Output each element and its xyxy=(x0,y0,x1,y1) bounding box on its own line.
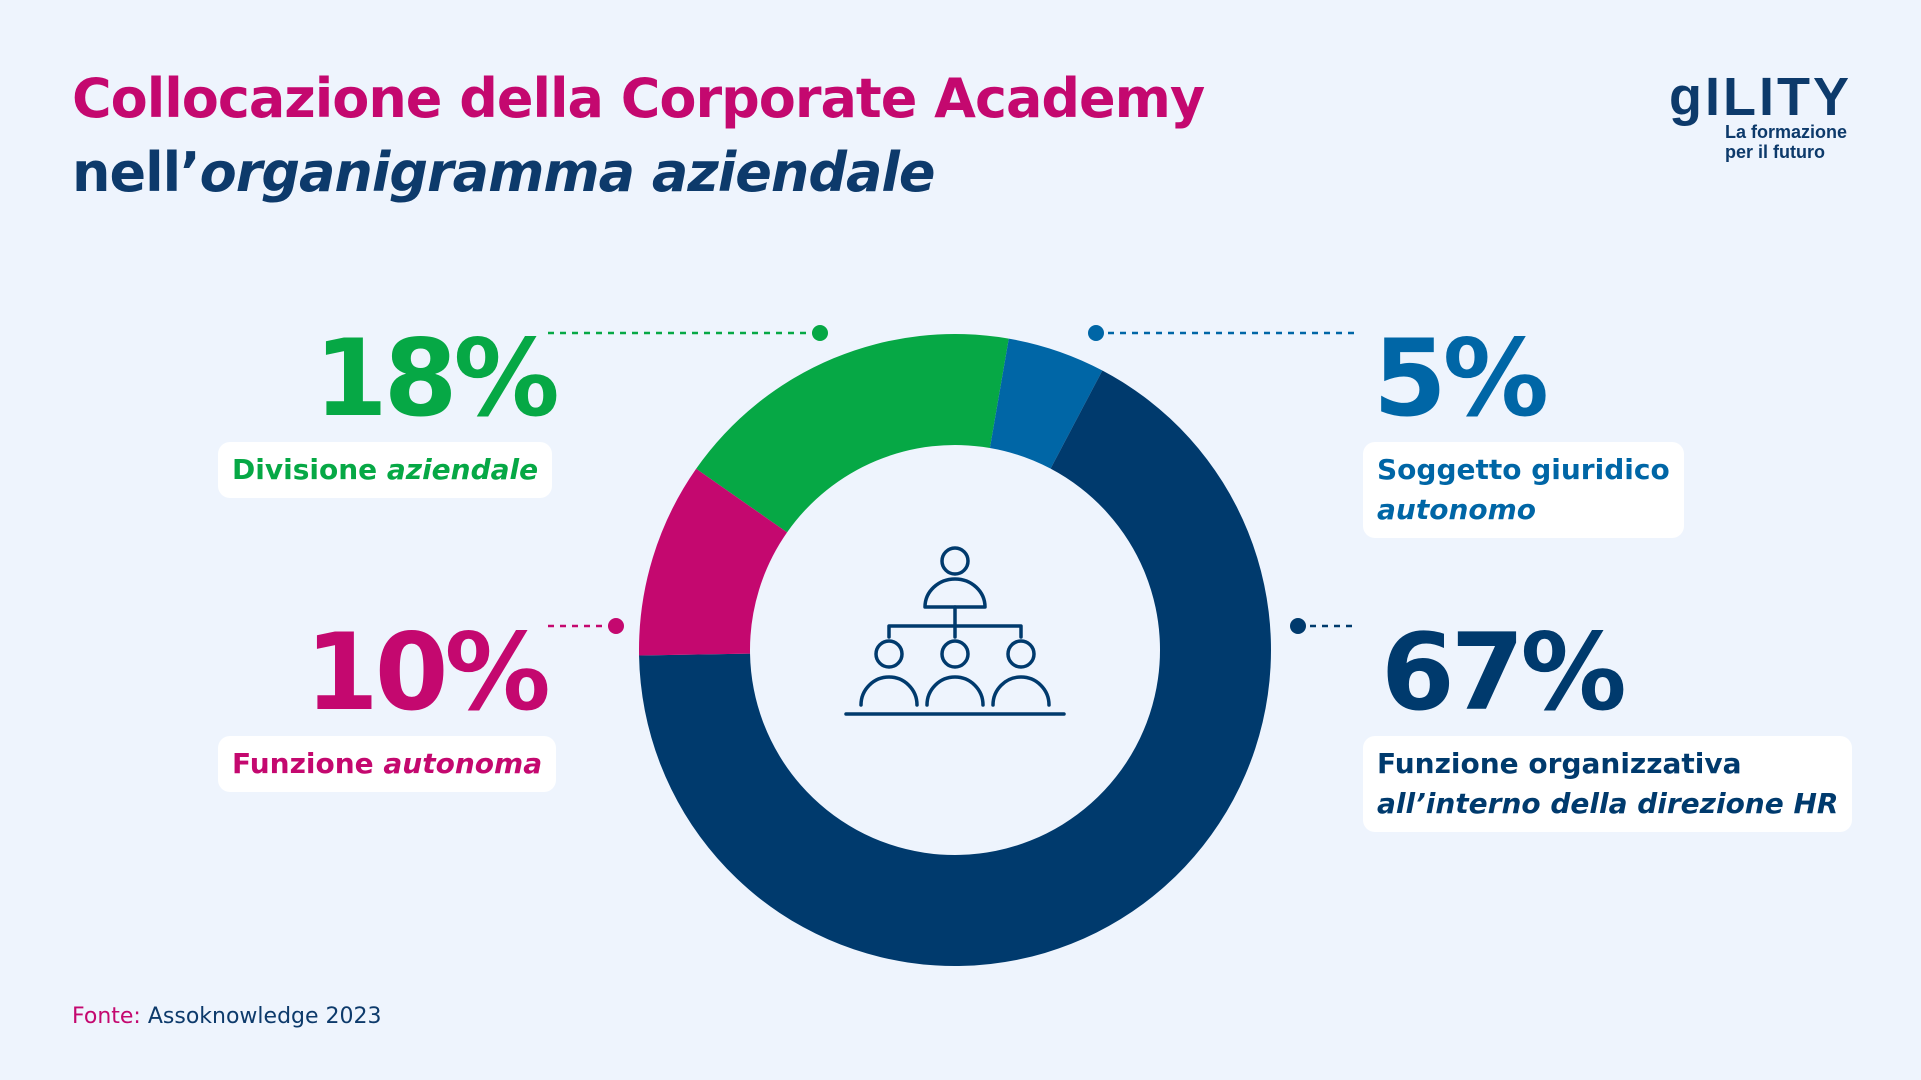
leader-funzione-hr xyxy=(1290,618,1358,634)
label-funzione-hr-line1: Funzione organizzativa xyxy=(1377,747,1742,780)
label-divisione: Divisione aziendale xyxy=(218,442,553,498)
label-soggetto: Soggetto giuridico autonomo xyxy=(1363,442,1684,538)
label-funzione-hr: Funzione organizzativa all’interno della … xyxy=(1363,736,1853,832)
page-title: Collocazione della Corporate Academy nel… xyxy=(72,62,1205,210)
label-soggetto-line2: autonomo xyxy=(1377,493,1537,526)
label-divisione-plain: Divisione xyxy=(232,453,387,486)
label-divisione-italic: aziendale xyxy=(386,453,539,486)
leader-divisione-dot xyxy=(812,325,828,341)
segment-funzione-hr xyxy=(639,370,1271,966)
leader-lines xyxy=(548,325,1358,634)
pct-funzione-autonoma: 10% xyxy=(305,611,551,734)
gility-logo: gILITY La formazione per il futuro xyxy=(1669,70,1859,170)
title-line-1: Collocazione della Corporate Academy xyxy=(72,67,1205,130)
source-text: Assoknowledge 2023 xyxy=(140,1004,382,1029)
label-funzione-autonoma-italic: autonoma xyxy=(383,747,543,780)
title-italic: organigramma aziendale xyxy=(199,141,936,204)
label-soggetto-line1: Soggetto giuridico xyxy=(1377,453,1670,486)
leader-funzione-hr-dot xyxy=(1290,618,1306,634)
source-note: Fonte: Assoknowledge 2023 xyxy=(72,1004,382,1029)
leader-soggetto-dot xyxy=(1088,325,1104,341)
title-line-2: nell’organigramma aziendale xyxy=(72,136,1204,210)
logo-brand: gILITY xyxy=(1669,67,1852,127)
logo-tagline: La formazione per il futuro xyxy=(1725,122,1848,162)
segment-funzione-autonoma xyxy=(639,468,788,656)
label-funzione-autonoma-plain: Funzione xyxy=(232,747,384,780)
pct-funzione-hr: 67% xyxy=(1381,611,1627,734)
segment-soggetto xyxy=(989,338,1103,469)
donut-segments xyxy=(639,334,1271,966)
pct-divisione: 18% xyxy=(314,317,560,440)
segment-divisione xyxy=(696,334,1009,533)
leader-soggetto xyxy=(1088,325,1358,341)
source-label: Fonte: xyxy=(72,1004,141,1029)
pct-soggetto: 5% xyxy=(1373,317,1549,440)
org-chart-icon xyxy=(844,546,1066,716)
title-prefix: nell’ xyxy=(72,141,201,204)
leader-funzione-autonoma xyxy=(548,618,624,634)
leader-divisione xyxy=(548,325,828,341)
label-funzione-autonoma: Funzione autonoma xyxy=(218,736,557,792)
label-funzione-hr-line2: all’interno della direzione HR xyxy=(1377,787,1839,820)
leader-funzione-autonoma-dot xyxy=(608,618,624,634)
